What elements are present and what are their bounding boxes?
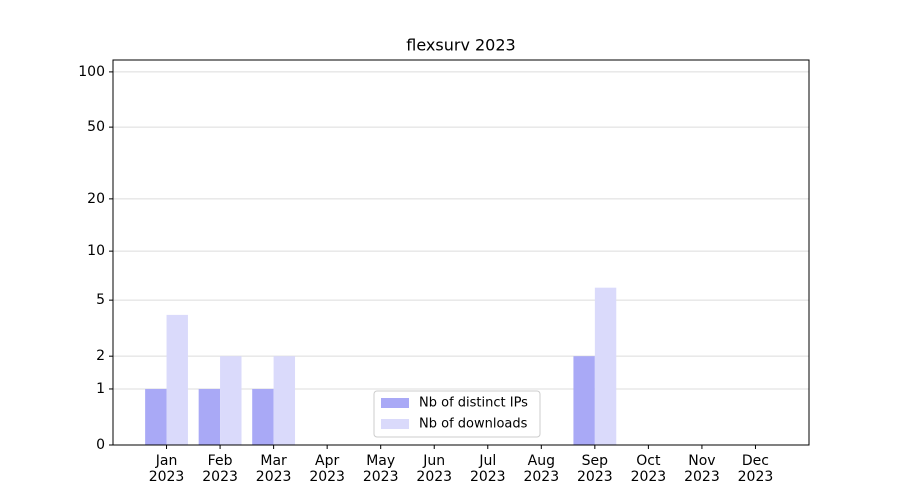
y-tick-label: 50 [87, 119, 105, 135]
y-tick-label: 10 [87, 243, 105, 259]
bar [220, 356, 242, 445]
x-tick-label: Mar 2023 [256, 453, 292, 485]
x-tick-label-line: 2023 [256, 469, 292, 485]
x-tick-label: Jun 2023 [416, 453, 452, 485]
bar [273, 356, 296, 445]
x-tick-label: Sep 2023 [577, 453, 613, 485]
x-tick-label-line: Apr [315, 453, 339, 469]
y-tick-label: 5 [96, 292, 105, 308]
x-tick-label-line: Oct [636, 453, 661, 469]
x-tick-label-line: 2023 [470, 469, 506, 485]
bar [166, 314, 188, 445]
legend-label: Nb of distinct IPs [419, 396, 528, 411]
x-tick-label-line: Jun [422, 453, 445, 469]
x-tick-label-line: 2023 [577, 469, 613, 485]
x-tick-label-line: 2023 [202, 469, 238, 485]
x-tick-label: Aug 2023 [523, 453, 559, 485]
x-tick-label-line: 2023 [416, 469, 452, 485]
x-tick-label-line: 2023 [149, 469, 185, 485]
x-tick-label-line: 2023 [684, 469, 720, 485]
bar [573, 356, 595, 445]
x-tick-label-line: 2023 [738, 469, 774, 485]
bar [252, 388, 274, 445]
x-tick-label-line: Dec [742, 453, 769, 469]
bar [198, 388, 221, 445]
legend-box [373, 390, 541, 438]
x-tick-label-line: 2023 [631, 469, 667, 485]
x-tick-label-line: Sep [582, 453, 609, 469]
x-tick-label: Feb 2023 [202, 453, 238, 485]
y-tick-label: 1 [96, 381, 105, 397]
legend-swatch [381, 398, 409, 408]
x-tick-label: May 2023 [363, 453, 399, 485]
y-tick-label: 2 [96, 348, 105, 364]
x-tick-label-line: Mar [260, 453, 287, 469]
x-tick-label-line: Nov [688, 453, 715, 469]
x-tick-label: Jan 2023 [149, 453, 185, 485]
legend-label: Nb of downloads [419, 417, 528, 432]
x-tick-label-line: Jul [478, 453, 496, 469]
y-tick-label: 100 [78, 64, 105, 80]
bar [145, 388, 167, 445]
x-tick-label: Oct 2023 [631, 453, 667, 485]
x-tick-label: Jul 2023 [470, 453, 506, 485]
x-tick-label-line: 2023 [363, 469, 399, 485]
bar [594, 287, 617, 445]
x-tick-label-line: Feb [208, 453, 233, 469]
x-tick-label: Dec 2023 [738, 453, 774, 485]
x-tick-label-line: Aug [528, 453, 555, 469]
plot-frame [112, 59, 810, 446]
chart-title: flexsurv 2023 [406, 36, 515, 55]
y-tick-label: 0 [96, 437, 105, 453]
legend-swatch [381, 419, 409, 429]
x-tick-label-line: 2023 [523, 469, 559, 485]
x-tick-label: Nov 2023 [684, 453, 720, 485]
x-tick-label: Apr 2023 [309, 453, 345, 485]
x-tick-label-line: 2023 [309, 469, 345, 485]
x-tick-label-line: Jan [155, 453, 178, 469]
x-tick-label-line: May [366, 453, 395, 469]
y-tick-label: 20 [87, 191, 105, 207]
